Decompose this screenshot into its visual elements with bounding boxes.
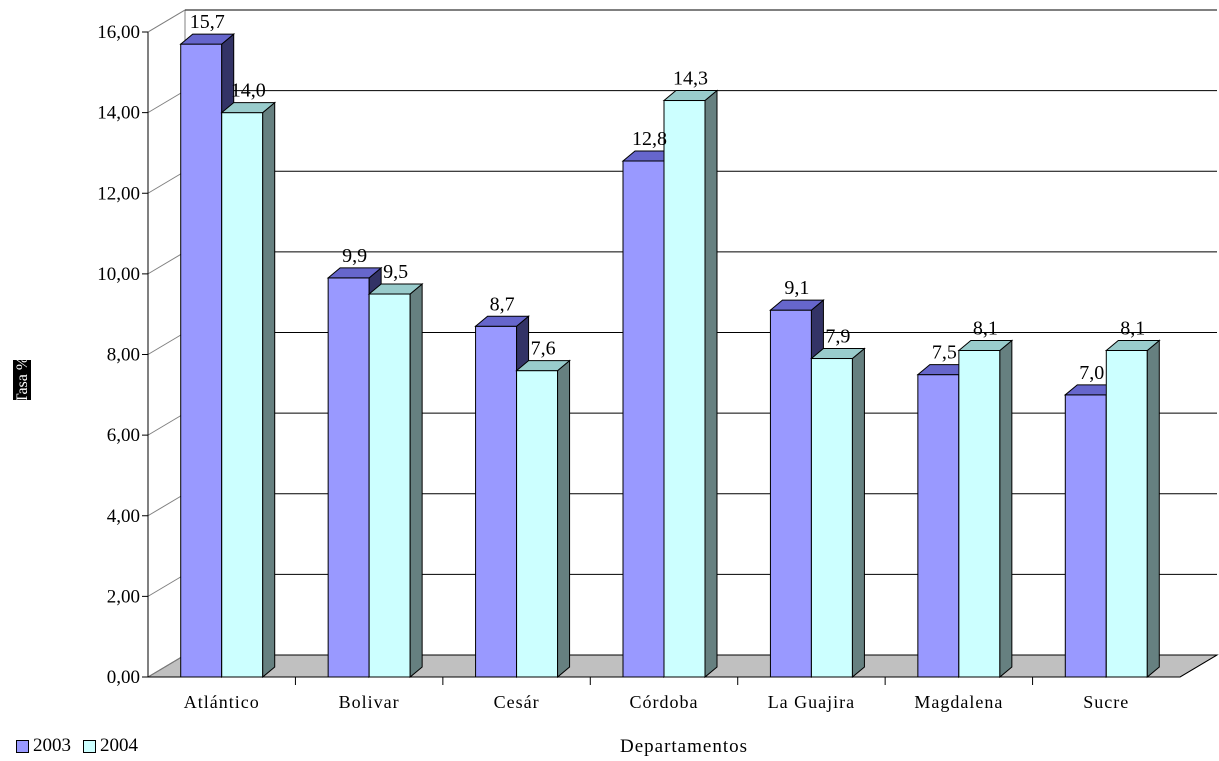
- bar-side-2004-Atlántico: [262, 101, 276, 679]
- data-label-2003-Atlántico: 15,7: [190, 11, 225, 33]
- x-tick-label: Atlántico: [184, 692, 260, 712]
- data-label-2004-Atlántico: 14,0: [231, 80, 266, 102]
- bar-2003-Cesár: [475, 325, 518, 678]
- x-axis-title: Departamentos: [620, 736, 748, 757]
- bar-2003-Córdoba: [622, 160, 665, 678]
- bar-top-2004-Cesár: [515, 360, 571, 372]
- data-label-2004-Bolivar: 9,5: [383, 261, 408, 283]
- data-label-2003-La Guajira: 9,1: [784, 277, 809, 299]
- bar-2003-Bolivar: [327, 277, 370, 678]
- bar-side-2004-Córdoba: [704, 89, 718, 679]
- data-label-2003-Bolivar: 9,9: [342, 245, 367, 267]
- x-tick-label: Cesár: [494, 692, 540, 712]
- data-label-2004-Córdoba: 14,3: [673, 68, 708, 90]
- y-tick-label: 0,00: [107, 667, 140, 688]
- gridline-side: [147, 90, 186, 114]
- labels: 15,7 14,0 Atlántico 9,9 9,5 Bolivar 8,7 7,6 Cesá…: [13, 11, 1145, 757]
- bar-top-2004-Sucre: [1104, 339, 1161, 351]
- x-tick-label: Córdoba: [630, 692, 699, 712]
- bar-2003-Magdalena: [917, 374, 960, 678]
- gridline-side: [147, 412, 186, 436]
- bar-side-2004-Cesár: [557, 359, 571, 679]
- x-tick-label: La Guajira: [768, 692, 855, 712]
- legend-item-2004: 2004: [83, 735, 138, 757]
- y-axis-title: Tasa %: [13, 357, 31, 403]
- legend-swatch-2004: [83, 739, 96, 753]
- legend: 2003 2004: [16, 735, 146, 757]
- gridline-side: [147, 493, 186, 517]
- y-tick-label: 4,00: [107, 506, 140, 527]
- bar-top-2004-Córdoba: [662, 90, 719, 102]
- y-tick-label: 16,00: [97, 22, 140, 43]
- y-axis-title-text: Tasa %: [14, 357, 31, 403]
- bars: [179, 33, 1161, 679]
- bar-2004-La Guajira: [810, 358, 853, 678]
- legend-item-2003: 2003: [16, 735, 71, 757]
- y-tick-label: 6,00: [107, 425, 140, 446]
- bar-2004-Magdalena: [958, 349, 1001, 678]
- bar-top-2003-Cesár: [474, 315, 530, 327]
- gridline-side: [147, 170, 186, 194]
- axes: 0,00 2,00 4,00 6,00 8,00 10,00 12,00 14,00 16,00: [97, 22, 1218, 688]
- data-label-2003-Cesár: 8,7: [490, 293, 515, 315]
- data-label-2004-Magdalena: 8,1: [973, 317, 998, 339]
- bar-2004-Bolivar: [368, 293, 411, 678]
- bar-2004-Atlántico: [221, 112, 264, 678]
- y-tick-label: 14,00: [97, 103, 140, 124]
- y-axis-title-box: [13, 360, 31, 400]
- bar-side-2004-Magdalena: [999, 339, 1013, 679]
- gridline-side: [147, 332, 186, 355]
- bar-2003-Sucre: [1064, 394, 1107, 678]
- bar-side-2004-La Guajira: [851, 347, 865, 679]
- wall-bottom-diagonal: [147, 654, 186, 678]
- bar-top-2003-Bolivar: [326, 267, 383, 279]
- bar-2004-Sucre: [1105, 349, 1148, 678]
- data-label-2003-Sucre: 7,0: [1079, 362, 1104, 384]
- bar-top-2004-Bolivar: [367, 283, 424, 295]
- legend-swatch-2003: [16, 739, 29, 753]
- bar-2004-Córdoba: [663, 100, 706, 678]
- x-axis-end: [1179, 654, 1218, 678]
- data-label-2003-Córdoba: 12,8: [632, 128, 667, 150]
- y-tick-label: 2,00: [107, 586, 140, 607]
- legend-label-2003: 2003: [33, 735, 71, 756]
- bar-2003-Atlántico: [180, 43, 223, 678]
- y-tick-label: 10,00: [97, 264, 140, 285]
- gridline-side: [147, 573, 186, 597]
- data-label-2004-La Guajira: 7,9: [825, 326, 850, 348]
- legend-label-2004: 2004: [100, 735, 138, 756]
- data-label-2004-Cesár: 7,6: [531, 338, 556, 360]
- bar-side-2004-Bolivar: [409, 282, 423, 679]
- bar-2003-La Guajira: [769, 309, 812, 678]
- bar-top-2003-Atlántico: [179, 33, 236, 45]
- bar-2004-Cesár: [516, 370, 559, 678]
- bar-top-2004-Magdalena: [957, 339, 1014, 351]
- x-tick-label: Bolivar: [339, 692, 400, 712]
- bar-top-2004-Atlántico: [220, 102, 277, 114]
- y-tick-label: 8,00: [107, 345, 140, 366]
- data-label-2004-Sucre: 8,1: [1120, 317, 1145, 339]
- x-tick-label: Magdalena: [914, 692, 1003, 712]
- y-tick-label: 12,00: [97, 183, 140, 204]
- bar-side-2004-Sucre: [1146, 339, 1160, 679]
- x-tick-label: Sucre: [1083, 692, 1129, 712]
- gridline-side: [147, 9, 186, 33]
- bar-top-2004-La Guajira: [810, 348, 866, 360]
- data-label-2003-Magdalena: 7,5: [932, 342, 957, 364]
- gridline-side: [147, 251, 186, 275]
- bar-top-2003-La Guajira: [769, 299, 825, 311]
